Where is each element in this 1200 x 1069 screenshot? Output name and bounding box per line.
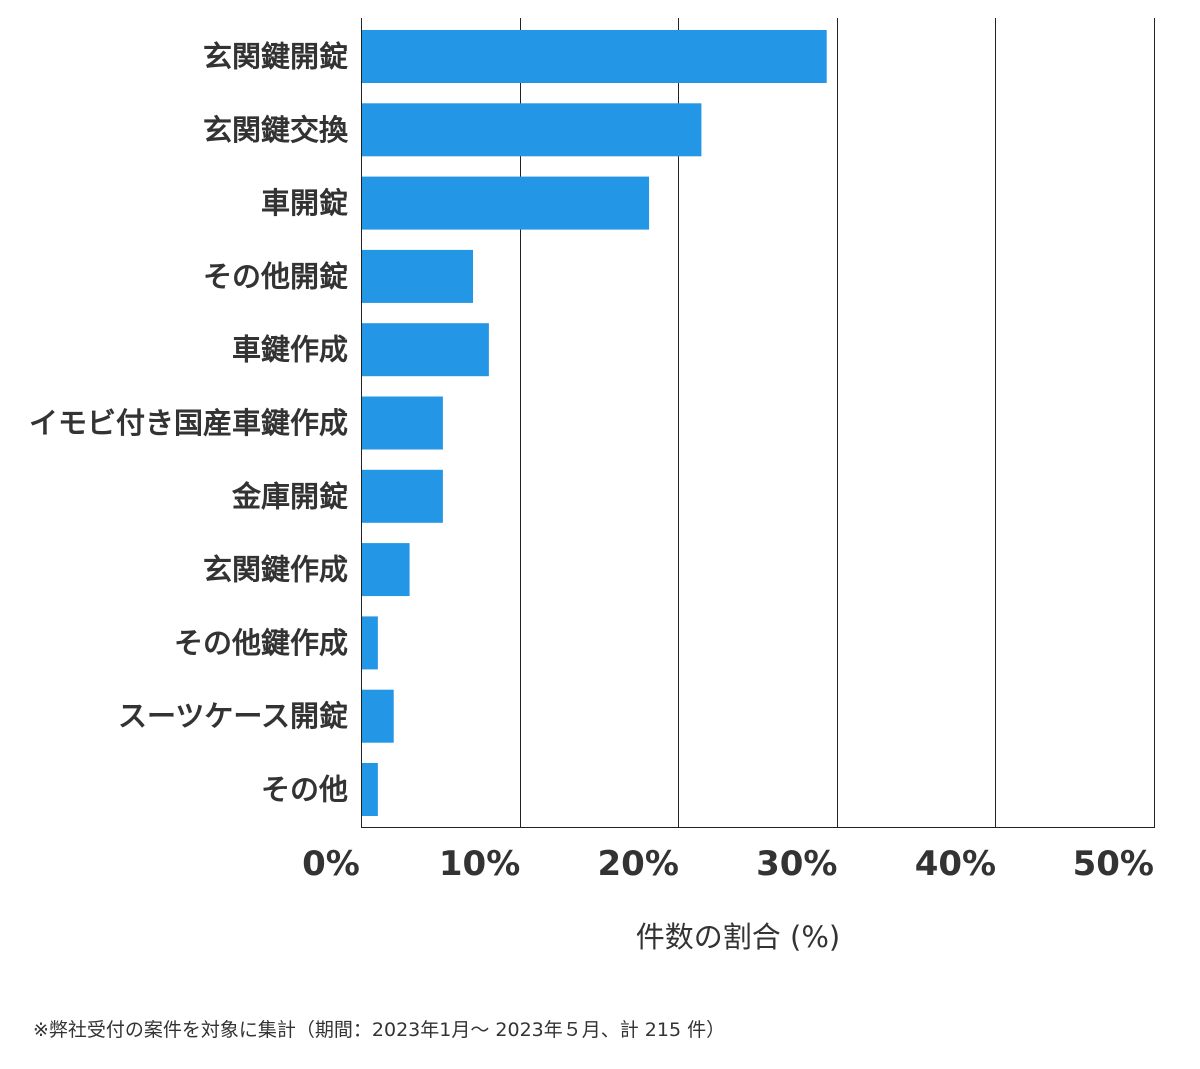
footnote: ※弊社受付の案件を対象に集計（期間：2023年1月～ 2023年５月、計 215… [33, 1019, 726, 1041]
bar-5 [362, 396, 443, 450]
category-label-1: 玄関鍵交換 [203, 113, 349, 147]
bar-9 [362, 689, 394, 743]
category-label-6: 金庫開錠 [231, 479, 348, 513]
bar-8 [362, 616, 378, 670]
x-tick-label-40: 40% [915, 844, 996, 884]
category-label-5: イモビ付き国産車鍵作成 [29, 406, 348, 440]
bar-3 [362, 249, 474, 303]
bar-10 [362, 763, 378, 816]
bar-2 [362, 176, 650, 230]
bar-0 [362, 30, 827, 83]
x-tick-label-30: 30% [756, 844, 837, 884]
x-tick-label-50: 50% [1073, 844, 1154, 884]
category-label-4: 車鍵作成 [232, 333, 348, 367]
x-tick-label-10: 10% [439, 844, 520, 884]
category-label-0: 玄関鍵開錠 [203, 40, 348, 74]
x-axis-title: 件数の割合 (%) [636, 920, 840, 954]
category-label-10: その他 [261, 773, 348, 807]
bar-chart: 玄関鍵開錠玄関鍵交換車開錠その他開錠車鍵作成イモビ付き国産車鍵作成金庫開錠玄関鍵… [29, 18, 1155, 954]
bar-6 [362, 469, 443, 523]
category-label-8: その他鍵作成 [174, 626, 348, 660]
x-tick-label-20: 20% [598, 844, 679, 884]
x-tick-label-0: 0% [302, 844, 360, 884]
bar-7 [362, 543, 410, 597]
category-label-9: スーツケース開錠 [118, 699, 348, 733]
category-label-2: 車開錠 [261, 186, 348, 220]
category-labels: 玄関鍵開錠玄関鍵交換車開錠その他開錠車鍵作成イモビ付き国産車鍵作成金庫開錠玄関鍵… [29, 40, 349, 807]
bars [362, 30, 827, 816]
category-label-3: その他開錠 [203, 259, 348, 293]
bar-4 [362, 323, 489, 377]
bar-1 [362, 103, 702, 157]
category-label-7: 玄関鍵作成 [203, 553, 348, 587]
x-tick-labels: 0% 10% 20% 30% 40% 50% [302, 844, 1154, 884]
